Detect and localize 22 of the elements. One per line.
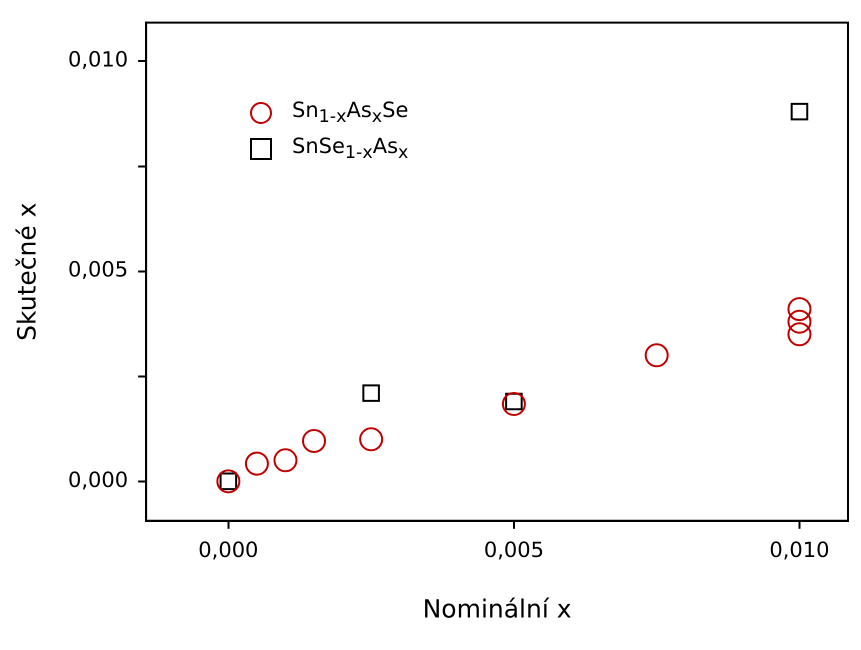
point	[502, 392, 526, 416]
x-tick-label: 0,010	[769, 538, 830, 562]
point	[362, 384, 380, 402]
point	[787, 322, 812, 346]
point	[216, 469, 240, 494]
point	[273, 448, 298, 472]
point	[359, 427, 384, 452]
y-tick-label: 0,010	[68, 48, 128, 72]
point	[244, 452, 269, 476]
point	[787, 297, 812, 322]
y-axis-title: Skutečné x	[12, 202, 42, 341]
x-axis-title: Nominální x	[422, 594, 572, 624]
y-tick-label: 0,005	[68, 258, 128, 282]
x-tick-label: 0,005	[484, 538, 544, 562]
point	[790, 102, 808, 120]
legend-label: SnSe$_{1-x}$As$_{x}$	[292, 134, 408, 164]
legend-label: Sn$_{1-x}$As$_{x}$Se	[292, 98, 408, 128]
y-tick-label: 0,000	[68, 468, 128, 492]
x-tick-label: 0,000	[198, 538, 258, 562]
point	[644, 343, 669, 368]
point	[787, 310, 812, 334]
point	[302, 428, 326, 453]
